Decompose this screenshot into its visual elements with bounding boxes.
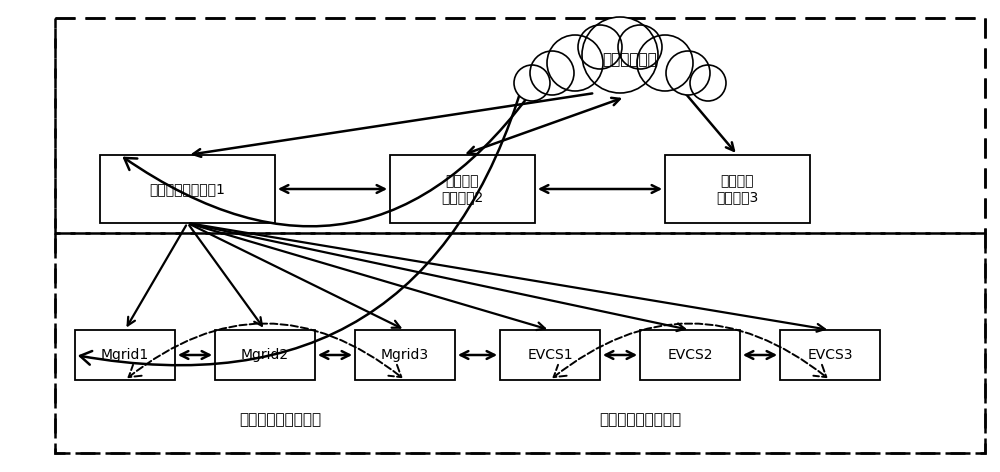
Bar xyxy=(390,155,535,223)
Text: Mgrid2: Mgrid2 xyxy=(241,348,289,362)
Bar xyxy=(780,330,880,380)
Circle shape xyxy=(582,17,658,93)
Text: 中央控制单元: 中央控制单元 xyxy=(603,52,657,67)
FancyArrowPatch shape xyxy=(80,80,524,365)
Text: EVCS1: EVCS1 xyxy=(527,348,573,362)
Bar xyxy=(75,330,175,380)
Text: 电动汽车充电站单元: 电动汽车充电站单元 xyxy=(599,413,681,428)
Text: 区域协调
调度单元2: 区域协调 调度单元2 xyxy=(441,174,484,204)
Text: 区域协调
调度单元3: 区域协调 调度单元3 xyxy=(716,174,759,204)
FancyArrowPatch shape xyxy=(554,323,826,377)
Bar xyxy=(100,155,275,223)
Text: 微电网数据调度单元: 微电网数据调度单元 xyxy=(239,413,321,428)
Circle shape xyxy=(547,35,603,91)
Text: 区域协调调度单元1: 区域协调调度单元1 xyxy=(150,182,225,196)
Bar xyxy=(55,233,985,453)
Bar xyxy=(500,330,600,380)
Circle shape xyxy=(530,51,574,95)
Bar xyxy=(640,330,740,380)
Text: Mgrid3: Mgrid3 xyxy=(381,348,429,362)
FancyArrowPatch shape xyxy=(129,323,401,377)
Text: EVCS3: EVCS3 xyxy=(807,348,853,362)
Circle shape xyxy=(690,65,726,101)
Bar xyxy=(55,18,985,233)
Bar xyxy=(215,330,315,380)
Circle shape xyxy=(514,65,550,101)
FancyArrowPatch shape xyxy=(124,82,538,226)
Bar xyxy=(355,330,455,380)
Bar xyxy=(665,155,810,223)
Text: Mgrid1: Mgrid1 xyxy=(101,348,149,362)
Circle shape xyxy=(637,35,693,91)
Circle shape xyxy=(578,25,622,69)
Text: EVCS2: EVCS2 xyxy=(667,348,713,362)
Circle shape xyxy=(618,25,662,69)
Circle shape xyxy=(666,51,710,95)
